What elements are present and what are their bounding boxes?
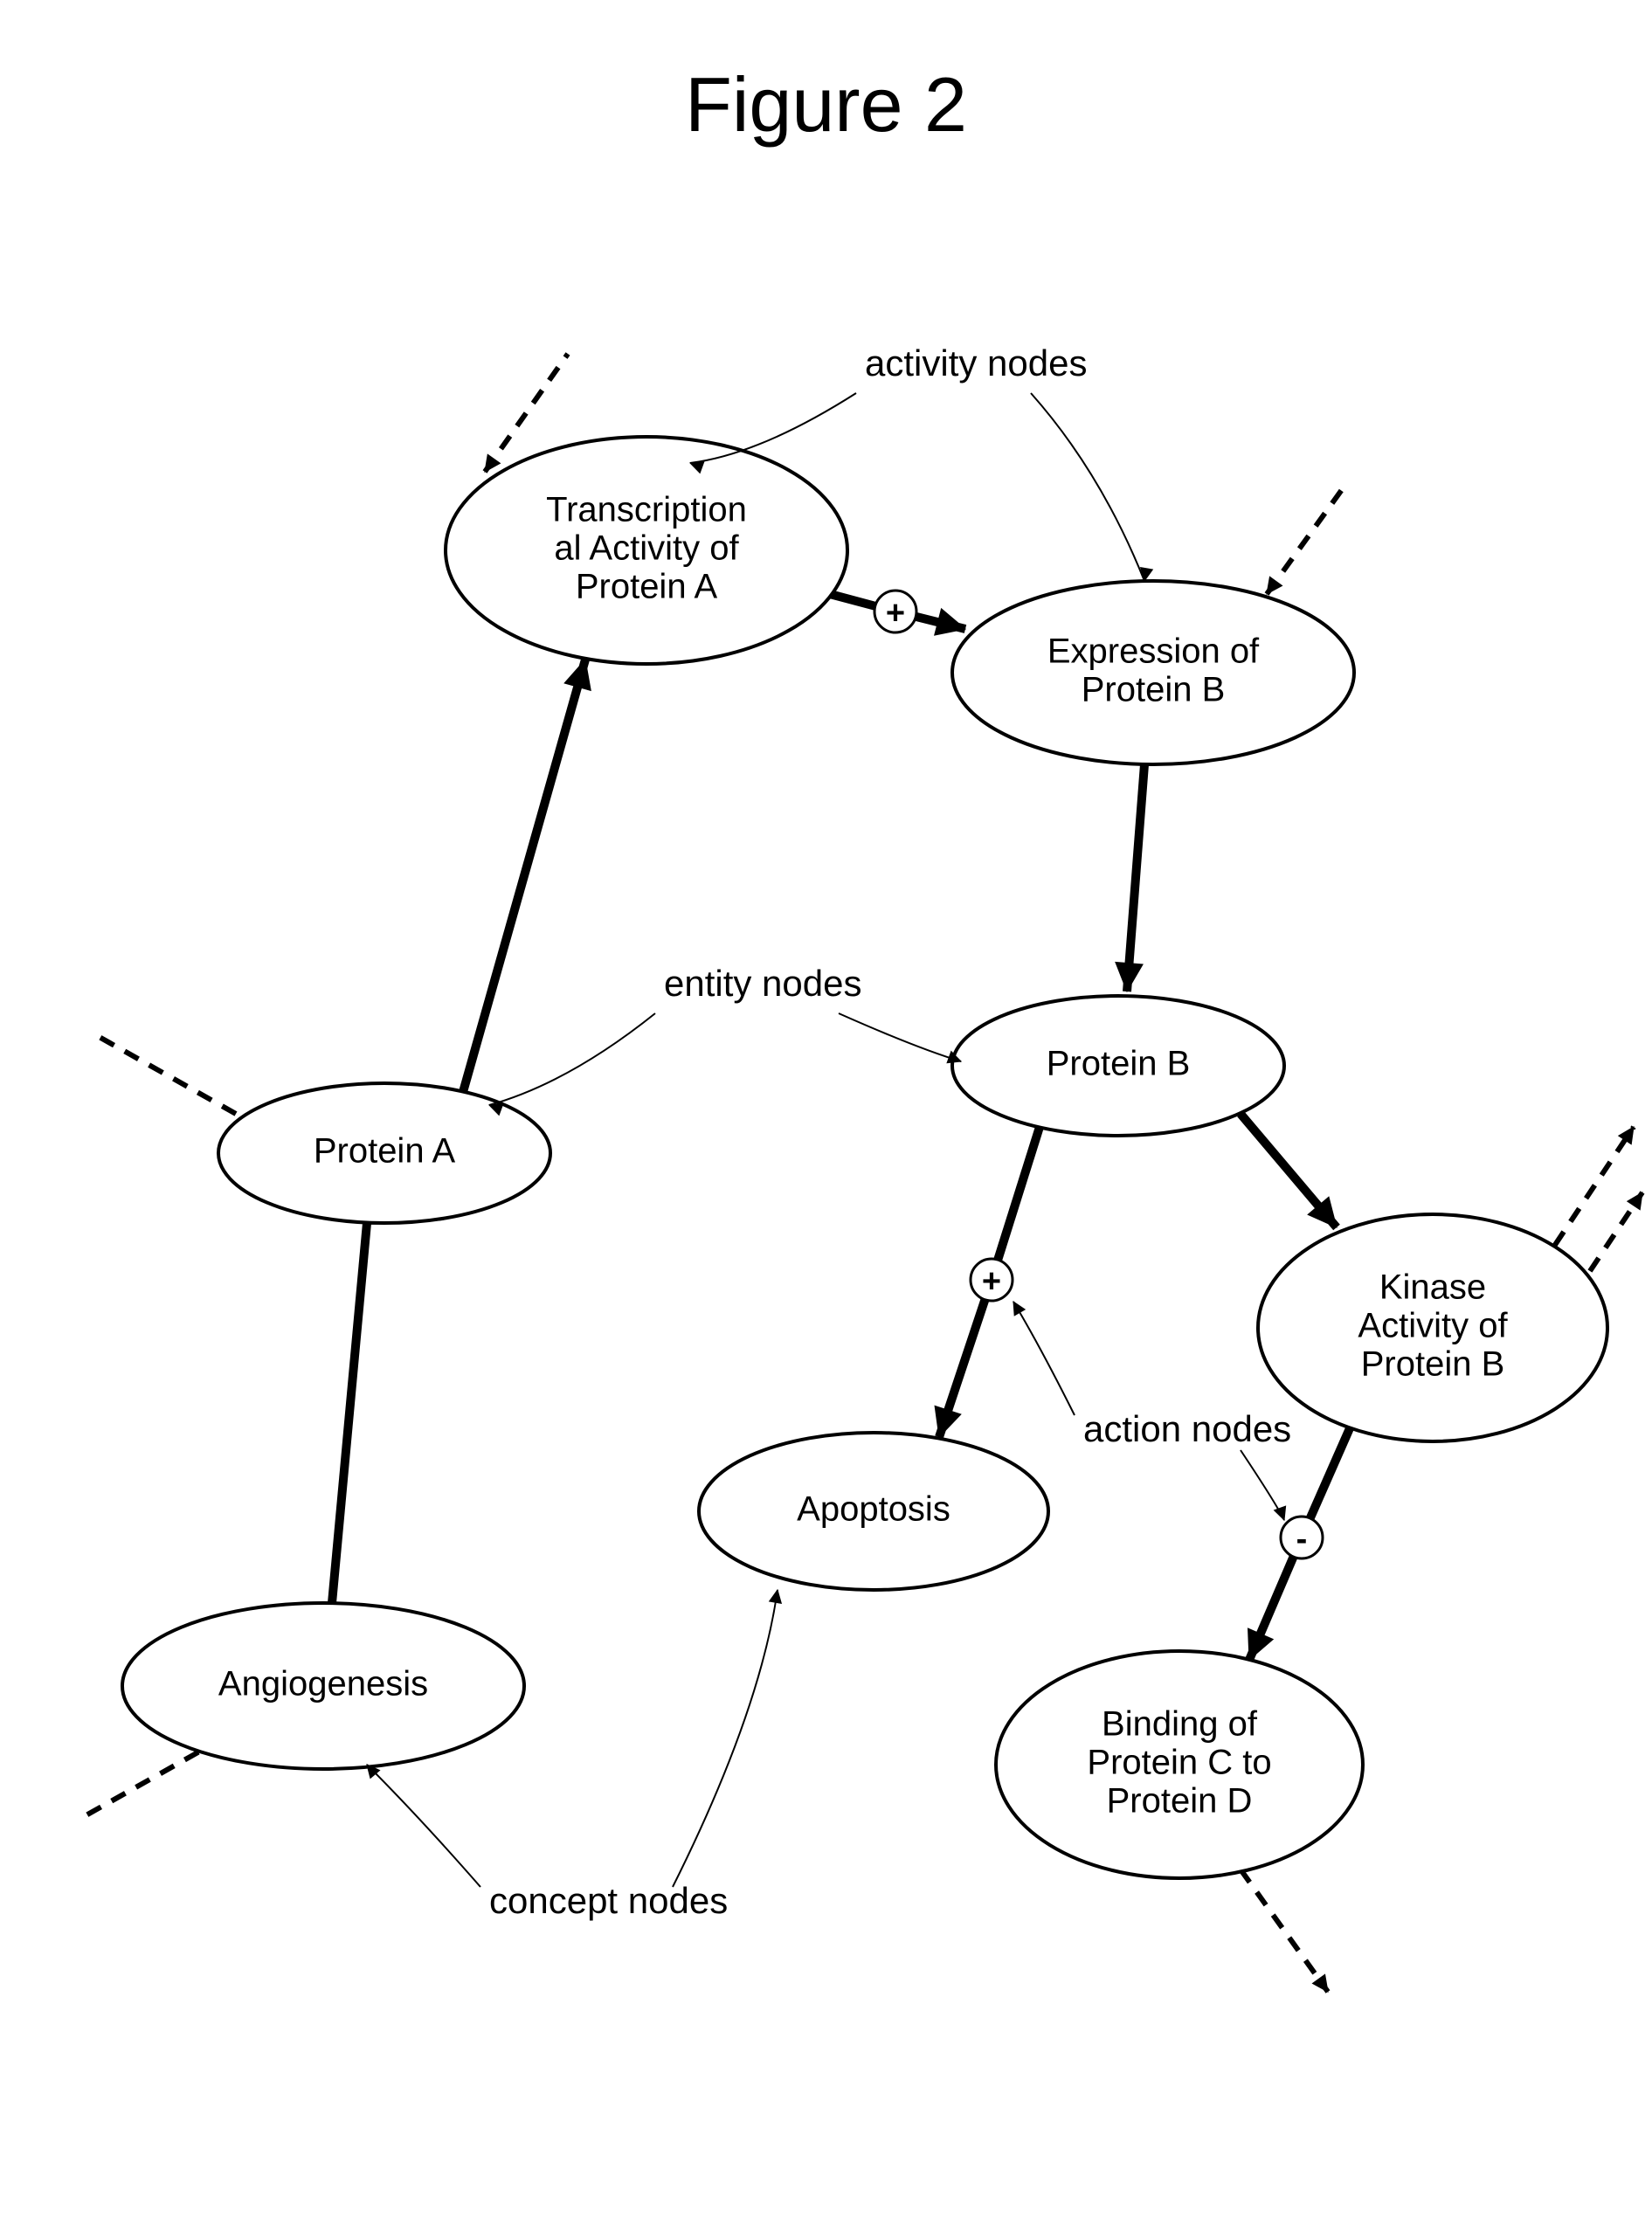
nodes-group: Protein ATranscriptional Activity ofProt… bbox=[122, 437, 1607, 1878]
proteinB-label: Protein B bbox=[1047, 1045, 1191, 1083]
kinaseB-label: Protein B bbox=[1361, 1345, 1505, 1384]
transcriptA-label: Protein A bbox=[576, 568, 718, 606]
proteinA-label: Protein A bbox=[314, 1132, 456, 1171]
callout-label: action nodes bbox=[1083, 1408, 1291, 1449]
exprB-label: Expression of bbox=[1047, 632, 1260, 671]
callout-label: activity nodes bbox=[865, 342, 1087, 384]
action-sign: + bbox=[886, 595, 905, 632]
callout-label: entity nodes bbox=[664, 963, 862, 1004]
bindingCD-label: Binding of bbox=[1102, 1705, 1258, 1744]
action-sign: + bbox=[982, 1263, 1001, 1300]
figure-title: Figure 2 bbox=[685, 61, 967, 148]
callout-label: concept nodes bbox=[489, 1880, 728, 1921]
angiogenesis-label: Angiogenesis bbox=[218, 1665, 428, 1703]
figure-diagram: Figure 2 + + - Protein A Transcriptional Acti… bbox=[0, 0, 1652, 2232]
transcriptA-label: al Activity of bbox=[554, 529, 739, 568]
apoptosis-label: Apoptosis bbox=[797, 1490, 950, 1529]
kinaseB-label: Kinase bbox=[1379, 1268, 1486, 1307]
bindingCD-label: Protein D bbox=[1107, 1782, 1253, 1821]
kinaseB-label: Activity of bbox=[1358, 1307, 1508, 1345]
action-sign: - bbox=[1296, 1521, 1308, 1558]
transcriptA-label: Transcription bbox=[546, 491, 747, 529]
bindingCD-label: Protein C to bbox=[1087, 1744, 1271, 1782]
exprB-label: Protein B bbox=[1082, 671, 1226, 709]
